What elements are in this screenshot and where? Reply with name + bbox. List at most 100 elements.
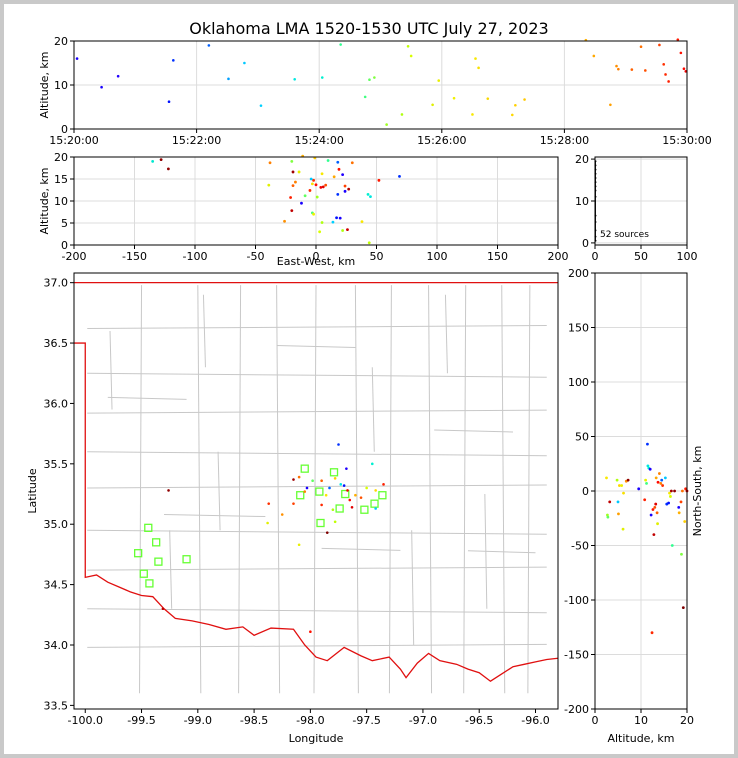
y-tick-label: 0 [61,239,68,252]
source-point [680,552,683,556]
lma-station [145,579,154,588]
source-point [161,607,165,611]
source-point [300,201,303,205]
source-point [297,170,301,174]
source-point [406,44,410,48]
county-line [87,529,547,535]
source-point [615,478,619,482]
source-point [605,476,608,480]
y-tick-label: -200 [564,703,589,716]
source-point [660,478,664,482]
source-point [309,177,313,181]
source-point [363,95,367,99]
time-altitude-panel: 15:20:00 15:22:00 15:24:00 15:26:00 15:28:00… [38,35,712,147]
x-tick-label: -50 [247,250,265,263]
state-border [74,342,559,683]
source-point [617,484,621,487]
source-point [471,113,474,116]
source-point [333,477,337,480]
sources-count-label: 52 sources [600,230,649,240]
lma-station [134,549,143,558]
source-point [644,478,647,482]
county-line [467,550,536,554]
y-tick-label: 0 [582,485,589,498]
x-tick-label: 100 [677,250,698,263]
source-point [663,476,667,480]
source-point [339,43,342,46]
source-point [331,220,335,224]
source-point [616,500,620,504]
source-point [347,187,351,191]
source-point [651,508,655,511]
county-line [87,566,547,571]
source-point [303,490,307,493]
lma-station [296,491,305,500]
source-point [617,512,620,516]
source-point [280,513,284,516]
source-point [311,479,314,483]
source-point [335,216,338,220]
source-point [332,175,336,179]
y-tick-label: -50 [571,540,589,553]
source-point [291,184,295,188]
source-point [297,475,301,479]
y-tick-label: 36.5 [44,337,69,350]
lma-station [378,491,387,500]
county-line [527,285,531,694]
source-point [333,520,337,524]
y-tick-label: 0 [582,237,589,250]
source-point [312,178,315,182]
source-point [374,507,377,510]
source-point [615,64,618,68]
source-point [683,520,687,523]
county-line [109,330,113,410]
source-point [656,480,660,484]
county-line [202,294,206,368]
source-point [336,193,340,196]
x-tick-label: -97.5 [352,714,380,727]
source-point [292,502,295,505]
source-point [659,481,663,485]
county-line [87,372,547,378]
source-point [664,73,667,76]
source-point [293,77,296,81]
y-tick-label: 15 [54,173,68,186]
county-line [87,409,547,414]
source-point [658,472,661,475]
y-tick-label: 37.0 [44,277,69,290]
source-point [159,158,163,162]
source-point [324,493,328,497]
source-point [431,103,434,107]
source-point [350,161,354,165]
source-point [289,196,292,199]
source-point [652,533,656,536]
source-point [377,178,381,182]
ew-altitude-axes [73,156,559,246]
y-tick-label: 35.5 [44,458,69,471]
source-point [621,527,625,531]
source-point [303,194,307,198]
county-line [217,451,221,531]
time-altitude-ylabel: Altitude, km [38,51,51,118]
source-point [75,57,79,60]
y-tick-label: 5 [61,217,68,230]
x-tick-label: -99.5 [127,714,155,727]
source-point [646,464,650,468]
x-tick-label: 15:30:00 [662,134,711,147]
y-tick-label: 36.0 [44,397,69,410]
source-point [622,491,625,495]
source-point [366,193,370,196]
source-point [266,521,269,525]
source-point [670,544,674,547]
plan-view-axes [73,272,559,710]
x-tick-label: 100 [427,250,448,263]
source-point [648,467,652,471]
source-point [452,96,456,100]
source-point [677,505,681,509]
source-point [166,167,170,171]
x-tick-label: 150 [487,250,508,263]
source-point [243,61,246,65]
altitude-ns-panel: 0 10 20 -200 -150 -100 -50 0 50 100 150 200 Altitude… [564,267,704,745]
source-point [630,68,634,71]
source-point [315,195,319,199]
